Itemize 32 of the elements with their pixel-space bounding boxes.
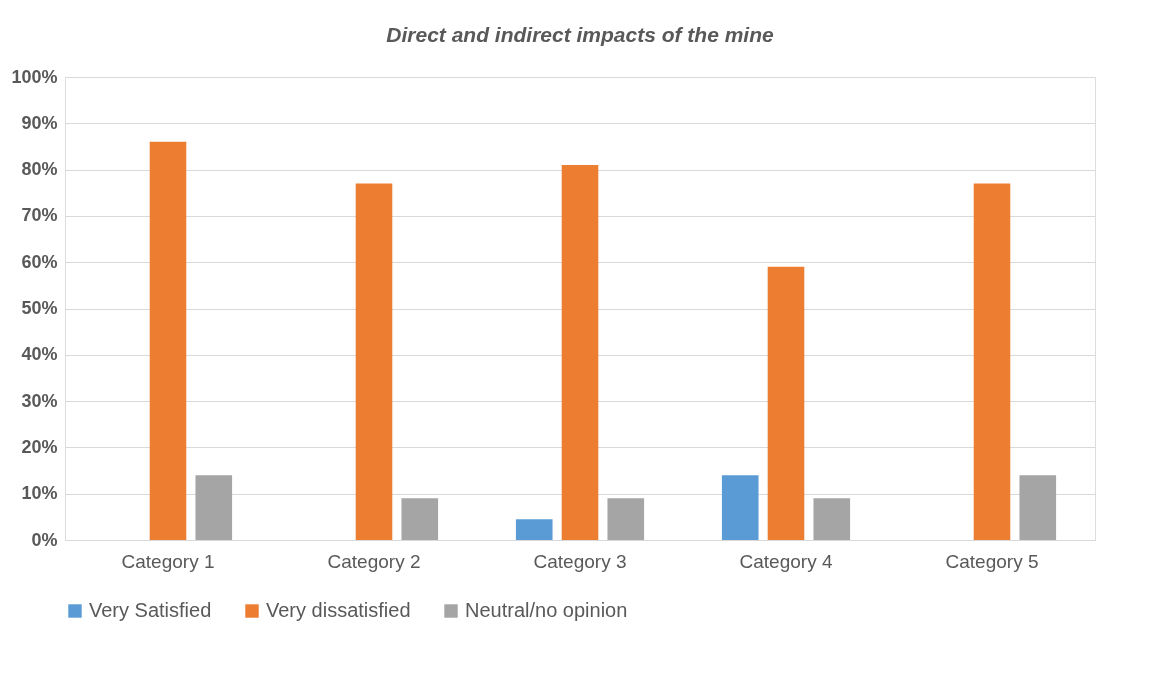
bar <box>767 266 805 540</box>
y-tick-label: 20% <box>21 436 58 457</box>
chart-title: Direct and indirect impacts of the mine <box>386 23 775 46</box>
bar <box>401 498 439 540</box>
y-tick-label: 0% <box>31 529 58 550</box>
bar <box>1019 475 1057 540</box>
x-tick-label: Category 3 <box>533 550 627 572</box>
y-tick-label: 40% <box>21 344 58 365</box>
legend-label: Neutral/no opinion <box>465 599 628 621</box>
y-tick-label: 50% <box>21 298 58 318</box>
bar <box>515 519 553 540</box>
x-tick-label: Category 1 <box>121 550 215 572</box>
bar <box>721 475 759 540</box>
bar <box>561 164 599 540</box>
x-tick-label: Category 4 <box>739 550 833 572</box>
y-tick-label: 80% <box>21 159 58 180</box>
legend-label: Very dissatisfied <box>266 599 411 621</box>
legend-label: Very Satisfied <box>89 599 212 621</box>
bar <box>813 498 851 540</box>
bar <box>355 183 393 540</box>
y-tick-label: 60% <box>21 251 58 272</box>
y-tick-label: 90% <box>21 112 58 133</box>
x-tick-label: Category 2 <box>327 550 421 572</box>
bar <box>607 498 645 540</box>
bar <box>973 183 1011 540</box>
y-tick-label: 100% <box>11 66 58 87</box>
bar <box>149 141 187 540</box>
bar <box>195 475 233 540</box>
y-tick-label: 70% <box>21 205 58 226</box>
x-tick-label: Category 5 <box>945 550 1039 572</box>
y-tick-label: 30% <box>21 390 58 411</box>
y-tick-label: 10% <box>21 483 58 504</box>
